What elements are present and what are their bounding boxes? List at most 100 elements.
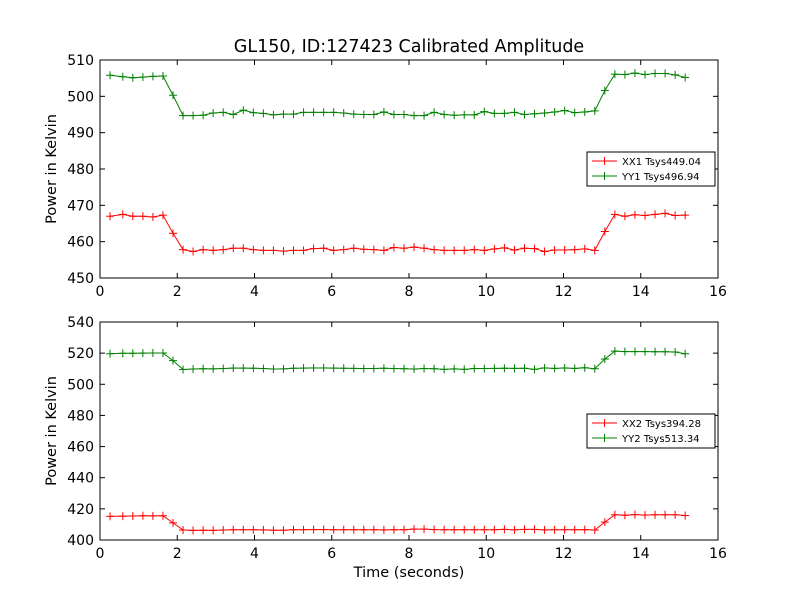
data-point-marker (671, 510, 680, 519)
data-point-marker (118, 210, 127, 219)
legend-box (586, 413, 716, 449)
data-point-marker (209, 526, 218, 535)
data-point-marker (289, 525, 298, 534)
data-point-marker (570, 525, 579, 534)
data-point-marker (550, 525, 559, 534)
data-point-marker (610, 210, 619, 219)
data-point-marker (490, 109, 499, 118)
data-point-marker (128, 212, 137, 221)
data-point-marker (560, 363, 569, 372)
data-point-marker (309, 244, 318, 253)
data-point-marker (319, 108, 328, 117)
data-point-marker (600, 86, 609, 95)
data-point-marker (470, 364, 479, 373)
data-point-marker (620, 212, 629, 221)
data-point-marker (510, 246, 519, 255)
data-point-marker (640, 511, 649, 520)
data-point-marker (440, 525, 449, 534)
data-point-marker (600, 355, 609, 364)
data-point-marker (138, 73, 147, 82)
data-point-marker (671, 211, 680, 220)
data-point-marker (158, 348, 167, 357)
data-point-marker (620, 347, 629, 356)
data-point-marker (540, 247, 549, 256)
data-point-marker (399, 244, 408, 253)
data-point-marker (440, 246, 449, 255)
data-point-marker (651, 510, 660, 519)
data-point-marker (259, 109, 268, 118)
data-point-marker (640, 347, 649, 356)
x-tick-label: 8 (405, 284, 414, 300)
data-point-marker (259, 246, 268, 255)
y-tick-label: 540 (67, 315, 94, 331)
series-line-xx1 (109, 212, 686, 252)
data-point-marker (229, 525, 238, 534)
data-point-marker (219, 364, 228, 373)
data-point-marker (651, 347, 660, 356)
data-point-marker (138, 511, 147, 520)
data-point-marker (329, 364, 338, 373)
data-point-marker (460, 365, 469, 374)
data-point-marker (249, 525, 258, 534)
data-point-marker (681, 211, 690, 220)
y-tick-label: 440 (67, 471, 94, 487)
data-point-marker (520, 364, 529, 373)
data-point-marker (259, 364, 268, 373)
data-point-marker (118, 72, 127, 81)
data-point-marker (399, 364, 408, 373)
x-tick-label: 2 (173, 546, 182, 562)
data-point-marker (128, 349, 137, 358)
figure-title: GL150, ID:127423 Calibrated Amplitude (234, 37, 584, 57)
data-point-marker (399, 110, 408, 119)
x-tick-label: 4 (250, 546, 259, 562)
data-point-marker (630, 510, 639, 519)
data-point-marker (520, 110, 529, 119)
data-point-marker (540, 363, 549, 372)
data-point-marker (279, 247, 288, 256)
data-point-marker (339, 245, 348, 254)
data-point-marker (229, 244, 238, 253)
data-point-marker (520, 244, 529, 253)
data-point-marker (610, 70, 619, 79)
data-point-marker (369, 110, 378, 119)
data-point-marker (651, 210, 660, 219)
data-point-marker (420, 525, 429, 534)
data-point-marker (128, 73, 137, 82)
data-point-marker (570, 108, 579, 117)
legend-box (586, 151, 716, 187)
x-tick-label: 2 (173, 284, 182, 300)
data-point-marker (189, 365, 198, 374)
data-point-marker (420, 244, 429, 253)
data-point-marker (229, 110, 238, 119)
y-tick-label: 480 (67, 162, 94, 178)
data-point-marker (148, 348, 157, 357)
data-point-marker (249, 245, 258, 254)
data-point-marker (389, 364, 398, 373)
legend-label: YY2 Tsys513.34 (621, 434, 700, 445)
data-point-marker (249, 364, 258, 373)
data-point-marker (359, 364, 368, 373)
x-tick-label: 6 (327, 546, 336, 562)
data-point-marker (600, 518, 609, 527)
data-point-marker (299, 246, 308, 255)
data-point-marker (158, 511, 167, 520)
data-point-marker (219, 108, 228, 117)
data-point-marker (309, 525, 318, 534)
data-point-marker (661, 347, 670, 356)
data-point-marker (610, 347, 619, 356)
data-point-marker (560, 106, 569, 115)
data-point-marker (169, 229, 178, 238)
series-line-xx2 (110, 514, 686, 531)
x-tick-label: 12 (555, 546, 573, 562)
data-point-marker (329, 525, 338, 534)
data-point-marker (209, 109, 218, 118)
data-point-marker (440, 110, 449, 119)
series-line-yy2 (110, 350, 686, 370)
data-point-marker (560, 246, 569, 255)
data-point-marker (359, 525, 368, 534)
x-axis-label: Time (seconds) (353, 565, 465, 581)
data-point-marker (359, 110, 368, 119)
data-point-marker (640, 70, 649, 79)
data-point-marker (199, 245, 208, 254)
data-point-marker (349, 364, 358, 373)
